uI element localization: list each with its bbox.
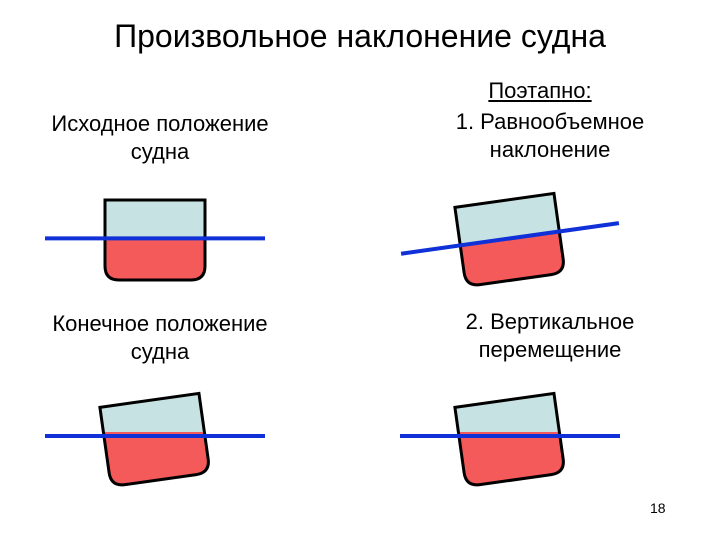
label-stages-header: Поэтапно: bbox=[440, 78, 640, 104]
label-initial-position: Исходное положение судна bbox=[30, 110, 290, 165]
slide-title: Произвольное наклонение судна bbox=[0, 18, 720, 55]
d-step2 bbox=[400, 370, 620, 510]
d-final bbox=[45, 370, 265, 510]
d-initial bbox=[45, 170, 265, 310]
label-step-2: 2. Вертикальное перемещение bbox=[430, 308, 670, 363]
slide: Произвольное наклонение судна Исходное п… bbox=[0, 0, 720, 540]
label-final-position: Конечное положение судна bbox=[30, 310, 290, 365]
d-step1 bbox=[400, 170, 620, 310]
page-number: 18 bbox=[650, 500, 666, 516]
label-step-1: 1. Равнообъемное наклонение bbox=[420, 108, 680, 163]
